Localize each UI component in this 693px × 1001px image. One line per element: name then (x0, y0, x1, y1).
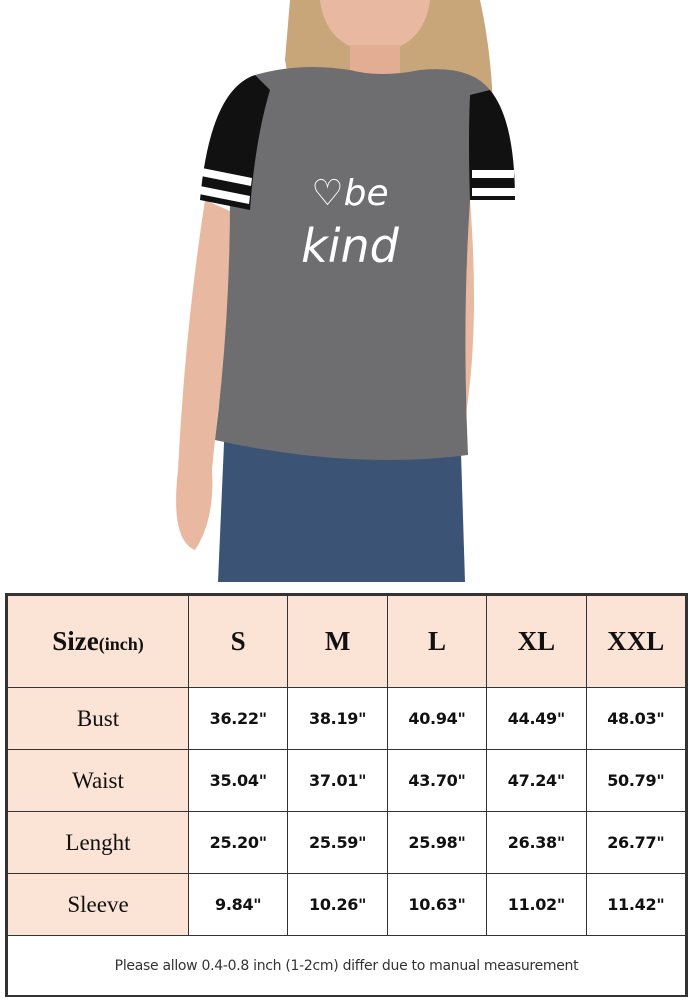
cell: 11.02" (486, 873, 587, 936)
size-label: Size (52, 626, 99, 656)
size-header: S (187, 595, 289, 688)
cell: 50.79" (585, 749, 687, 812)
table-row: Lenght 25.20" 25.59" 25.98" 26.38" 26.77… (7, 811, 687, 874)
cell: 36.22" (187, 687, 289, 750)
row-label: Bust (7, 687, 189, 750)
cell: 25.20" (187, 811, 289, 874)
shirt (215, 66, 490, 460)
cell: 10.26" (287, 873, 388, 936)
cell: 26.38" (486, 811, 587, 874)
cell: 38.19" (287, 687, 388, 750)
cell: 40.94" (386, 687, 488, 750)
cell: 26.77" (585, 811, 687, 874)
cell: 35.04" (187, 749, 289, 812)
cell: 25.98" (386, 811, 488, 874)
size-chart: Size(inch) S M L XL XXL Bust 36.22" 38.1… (5, 593, 688, 997)
row-label: Sleeve (7, 873, 189, 936)
cell: 48.03" (585, 687, 687, 750)
cell: 25.59" (287, 811, 388, 874)
cell: 11.42" (585, 873, 687, 936)
svg-text:kind: kind (301, 219, 400, 273)
cell: 37.01" (287, 749, 388, 812)
cell: 43.70" (386, 749, 488, 812)
cell: 47.24" (486, 749, 587, 812)
row-label: Waist (7, 749, 189, 812)
header-size-label: Size(inch) (7, 595, 189, 688)
size-table: Size(inch) S M L XL XXL Bust 36.22" 38.1… (7, 595, 687, 997)
face (320, 0, 430, 50)
unit-label: (inch) (98, 634, 144, 654)
header-row: Size(inch) S M L XL XXL (7, 595, 687, 688)
table-row: Bust 36.22" 38.19" 40.94" 44.49" 48.03" (7, 687, 687, 750)
table-row: Sleeve 9.84" 10.26" 10.63" 11.02" 11.42" (7, 873, 687, 936)
size-header: M (287, 595, 388, 688)
note-row: Please allow 0.4-0.8 inch (1-2cm) differ… (7, 935, 686, 997)
size-header: XL (486, 595, 587, 688)
product-photo: ♡be kind (176, 0, 515, 582)
cell: 9.84" (187, 873, 289, 936)
jeans (218, 420, 465, 582)
size-header: XXL (585, 595, 687, 688)
cell: 44.49" (486, 687, 587, 750)
cell: 10.63" (386, 873, 488, 936)
table-row: Waist 35.04" 37.01" 43.70" 47.24" 50.79" (7, 749, 687, 812)
svg-text:♡be: ♡be (311, 173, 388, 214)
size-header: L (386, 595, 488, 688)
measurement-note: Please allow 0.4-0.8 inch (1-2cm) differ… (7, 935, 686, 997)
row-label: Lenght (7, 811, 189, 874)
